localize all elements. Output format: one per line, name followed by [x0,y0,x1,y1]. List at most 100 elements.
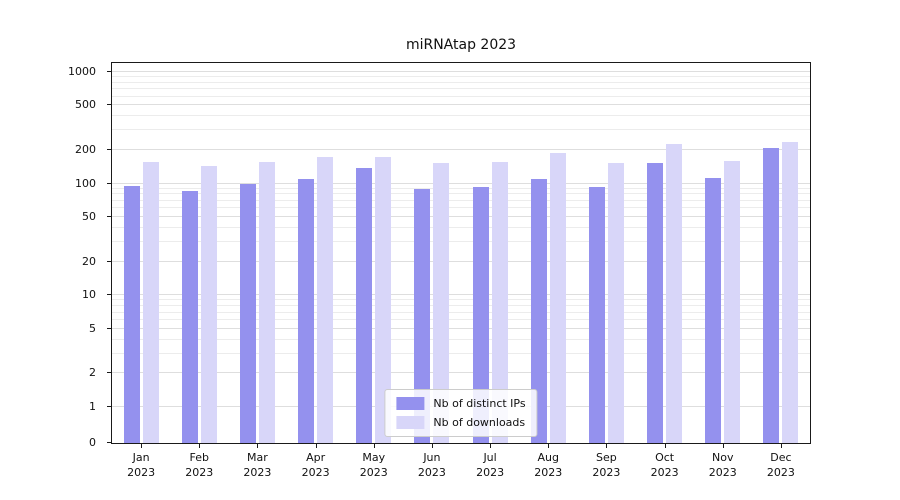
gridline-minor [112,115,810,117]
x-tick-label: Nov 2023 [708,451,737,480]
gridline-minor [112,207,810,209]
y-tick-mark [107,148,112,150]
gridline-major [112,327,810,329]
x-axis-labels: Jan 2023 Feb 2023 Mar 2023 Apr 2023 May 2023… [112,450,810,490]
x-tick-mark [373,443,375,448]
y-tick-label: 1 [89,400,96,413]
bar-downloads [200,165,217,443]
bar-distinct-ips [123,186,140,443]
gridline-minor [112,352,810,354]
bar-downloads [258,162,275,443]
y-tick-label: 50 [82,210,96,224]
gridline-major [112,260,810,262]
gridline-major [112,182,810,184]
y-tick-label: 5 [89,321,96,335]
x-tick-mark [315,443,317,448]
x-tick-label: May 2023 [359,451,388,480]
gridline-minor [112,299,810,301]
y-tick-label: 200 [75,142,96,156]
bar-downloads [433,163,450,443]
bar-distinct-ips [239,183,256,443]
plot-area: Nb of distinct IPs Nb of downloads [107,62,811,448]
y-tick-label: 20 [82,254,96,268]
x-tick-label: Aug 2023 [534,451,563,480]
bar-distinct-ips [472,186,489,443]
x-tick-label: Oct 2023 [650,451,679,480]
y-tick-mark [107,372,112,374]
gridline-major [112,372,810,374]
gridline-minor [112,193,810,195]
bar-downloads [607,162,624,443]
legend: Nb of distinct IPs Nb of downloads [384,389,538,437]
x-tick-label: Apr 2023 [301,451,330,480]
gridline-minor [112,311,810,313]
x-tick-mark [664,443,666,448]
x-tick-label: Dec 2023 [766,451,795,480]
gridline-minor [112,338,810,340]
x-tick-label: Jul 2023 [476,451,505,480]
bar-downloads [491,162,508,443]
bar-downloads [724,161,741,443]
bar-downloads [549,152,566,443]
bar-downloads [317,157,334,443]
legend-swatch-downloads [396,416,425,429]
bar-downloads [142,162,159,443]
legend-swatch-distinct-ips [396,397,425,410]
gridline-major [112,216,810,218]
gridline-minor [112,227,810,229]
bar-distinct-ips [705,178,722,443]
x-tick-label: Jun 2023 [417,451,446,480]
bar-distinct-ips [181,191,198,443]
x-tick-mark [490,443,492,448]
bar-distinct-ips [763,147,780,443]
y-tick-mark [107,182,112,184]
legend-entry-distinct-ips: Nb of distinct IPs [396,397,526,410]
y-axis-labels: 0 1 2 5 10 20 50 100 200 500 1000 [0,63,104,449]
x-tick-mark [548,443,550,448]
x-tick-mark [431,443,433,448]
x-tick-mark [199,443,201,448]
y-tick-mark [107,70,112,72]
y-tick-mark [107,442,112,443]
gridline-major [112,70,810,72]
gridline-minor [112,129,810,131]
bar-distinct-ips [298,178,315,443]
bar-distinct-ips [588,187,605,443]
y-tick-mark [107,406,112,407]
y-tick-mark [107,294,112,296]
bar-downloads [782,141,799,443]
legend-label-downloads: Nb of downloads [433,416,526,429]
y-tick-mark [107,260,112,262]
y-tick-mark [107,216,112,218]
y-tick-label: 500 [75,98,96,112]
gridline-minor [112,81,810,83]
bar-distinct-ips [414,188,431,443]
gridline-major [112,104,810,106]
legend-entry-downloads: Nb of downloads [396,416,525,429]
gridline-minor [112,240,810,242]
x-tick-mark [141,443,143,448]
x-tick-mark [606,443,608,448]
x-tick-mark [257,443,259,448]
chart-title: miRNAtap 2023 [405,37,517,53]
bar-distinct-ips [530,178,547,443]
bar-downloads [666,144,683,443]
y-tick-label: 10 [82,288,96,302]
x-tick-mark [722,443,724,448]
y-tick-label: 1000 [68,64,96,78]
x-tick-label: Mar 2023 [243,451,272,480]
y-tick-mark [107,327,112,329]
gridline-minor [112,199,810,201]
y-tick-label: 0 [89,436,96,449]
x-tick-label: Feb 2023 [185,451,214,480]
gridline-minor [112,75,810,77]
gridline-minor [112,305,810,307]
gridline-minor [112,95,810,97]
x-tick-label: Jan 2023 [127,451,156,480]
bar-downloads [375,157,392,443]
gridline-major [112,294,810,296]
gridline-minor [112,319,810,321]
legend-label-distinct-ips: Nb of distinct IPs [433,397,526,410]
x-tick-label: Sep 2023 [592,451,621,480]
